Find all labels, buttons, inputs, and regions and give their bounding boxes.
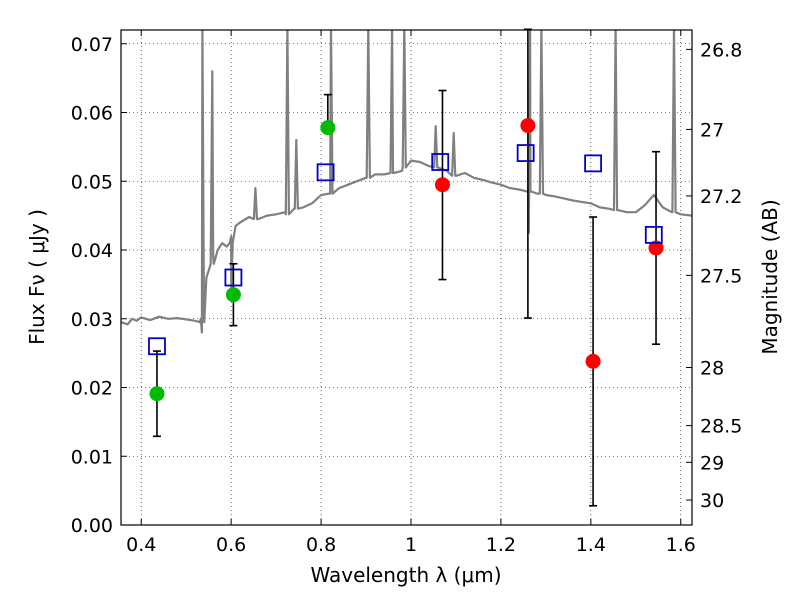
- plot-area: [121, 28, 692, 507]
- y-tick-label: 0.03: [71, 309, 113, 331]
- x-tick-label: 1.6: [666, 534, 696, 556]
- x-tick-label: 1.4: [576, 534, 606, 556]
- mag-tick-label: 30: [700, 490, 724, 512]
- y-tick-label: 0.06: [71, 103, 113, 125]
- model-photometry-square: [431, 153, 450, 171]
- mag-tick-label: 26.8: [700, 39, 742, 61]
- model-spectrum-line: [121, 30, 692, 334]
- model-photometry-square: [148, 337, 166, 356]
- mag-tick-label: 28: [700, 358, 724, 380]
- photometry-point: [585, 353, 601, 369]
- model-photometry-square: [316, 163, 335, 182]
- mag-tick-label: 27.2: [700, 186, 742, 208]
- mag-tick-label: 29: [700, 452, 724, 474]
- plot-frame: [120, 29, 693, 526]
- model-sed: [121, 30, 692, 334]
- photometry-point: [149, 386, 165, 402]
- x-tick-label: 0.6: [216, 534, 246, 556]
- x-axis-ticks: 0.4 0.6 0.8 1 1.2 1.4 1.6: [126, 30, 696, 556]
- y-tick-label: 0.05: [71, 171, 113, 193]
- grid-lines: [121, 30, 692, 526]
- model-photometry-square: [224, 268, 243, 287]
- x-tick-label: 1.2: [486, 534, 516, 556]
- mag-tick-label: 27: [700, 119, 724, 141]
- mag-tick-label: 28.5: [700, 416, 742, 438]
- x-axis-label: Wavelength λ (μm): [310, 563, 501, 587]
- y-tick-label: 0.04: [71, 240, 113, 262]
- photometry-point: [225, 287, 241, 303]
- x-tick-label: 0.4: [126, 534, 156, 556]
- y-tick-label: 0.07: [71, 34, 113, 56]
- magnitude-axis-label: Magnitude (AB): [758, 199, 782, 354]
- magnitude-axis-ticks: 26.8 27 27.2 27.5 28 28.5 29 30: [686, 39, 742, 512]
- y-tick-label: 0.00: [71, 515, 113, 537]
- model-photometry-square: [644, 225, 663, 244]
- plot-background: [121, 30, 692, 525]
- y-axis-ticks: 0.00 0.01 0.02 0.03 0.04 0.05 0.06 0.07: [71, 34, 127, 537]
- photometry-point: [520, 118, 536, 134]
- mag-tick-label: 27.5: [700, 265, 742, 287]
- model-photometry-square: [516, 144, 535, 162]
- photometry-point: [434, 177, 450, 193]
- y-tick-label: 0.02: [71, 378, 113, 400]
- photometry-point: [648, 240, 664, 256]
- x-tick-label: 1: [405, 534, 417, 556]
- y-tick-label: 0.01: [71, 446, 113, 468]
- data-points: [148, 28, 664, 507]
- photometry-point: [320, 120, 336, 136]
- model-photometry-square: [584, 154, 602, 173]
- y-axis-label: Flux Fν ( μJy ): [25, 209, 49, 345]
- x-tick-label: 0.8: [306, 534, 336, 556]
